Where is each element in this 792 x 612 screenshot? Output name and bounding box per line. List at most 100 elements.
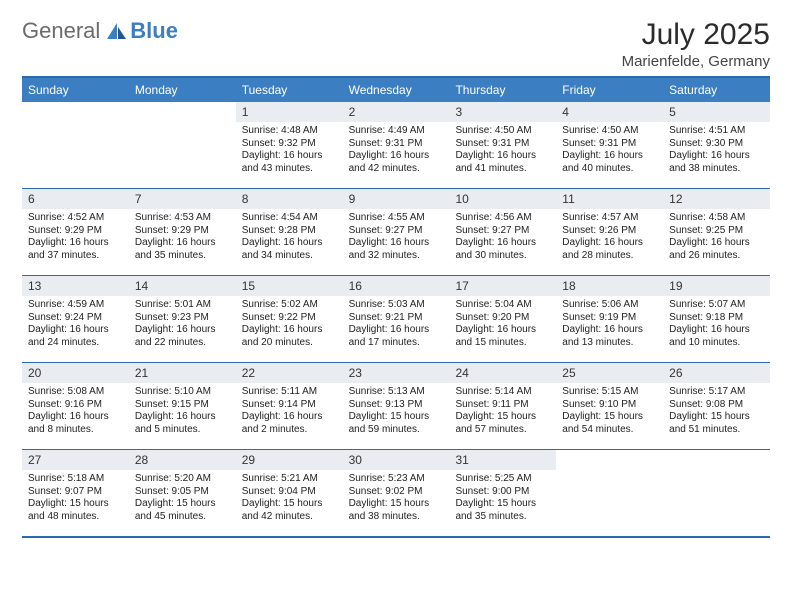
heading-block: July 2025 Marienfelde, Germany <box>622 18 770 70</box>
day-number: 27 <box>22 450 129 470</box>
calendar-cell: 4Sunrise: 4:50 AMSunset: 9:31 PMDaylight… <box>556 102 663 188</box>
day-details: Sunrise: 5:11 AMSunset: 9:14 PMDaylight:… <box>236 383 343 440</box>
weekday-header: Thursday <box>449 78 556 102</box>
day-details: Sunrise: 5:14 AMSunset: 9:11 PMDaylight:… <box>449 383 556 440</box>
day-number: 1 <box>236 102 343 122</box>
calendar-cell: 0 <box>129 102 236 188</box>
day-details <box>129 122 236 129</box>
day-number: 30 <box>343 450 450 470</box>
day-details <box>22 122 129 129</box>
day-details: Sunrise: 5:02 AMSunset: 9:22 PMDaylight:… <box>236 296 343 353</box>
day-details: Sunrise: 5:25 AMSunset: 9:00 PMDaylight:… <box>449 470 556 527</box>
calendar-cell: 25Sunrise: 5:15 AMSunset: 9:10 PMDayligh… <box>556 363 663 449</box>
calendar-cell: 16Sunrise: 5:03 AMSunset: 9:21 PMDayligh… <box>343 276 450 362</box>
day-number: 15 <box>236 276 343 296</box>
calendar-cell: 27Sunrise: 5:18 AMSunset: 9:07 PMDayligh… <box>22 450 129 536</box>
calendar-cell: 8Sunrise: 4:54 AMSunset: 9:28 PMDaylight… <box>236 189 343 275</box>
day-number: 10 <box>449 189 556 209</box>
calendar-cell: 20Sunrise: 5:08 AMSunset: 9:16 PMDayligh… <box>22 363 129 449</box>
calendar-cell: 3Sunrise: 4:50 AMSunset: 9:31 PMDaylight… <box>449 102 556 188</box>
calendar-cell: 30Sunrise: 5:23 AMSunset: 9:02 PMDayligh… <box>343 450 450 536</box>
logo-sail-icon <box>105 21 127 41</box>
weekday-header: Wednesday <box>343 78 450 102</box>
calendar-week-row: 6Sunrise: 4:52 AMSunset: 9:29 PMDaylight… <box>22 189 770 276</box>
weekday-header: Monday <box>129 78 236 102</box>
day-number: 8 <box>236 189 343 209</box>
calendar-cell: 23Sunrise: 5:13 AMSunset: 9:13 PMDayligh… <box>343 363 450 449</box>
day-details: Sunrise: 5:03 AMSunset: 9:21 PMDaylight:… <box>343 296 450 353</box>
calendar-week-row: 27Sunrise: 5:18 AMSunset: 9:07 PMDayligh… <box>22 450 770 536</box>
calendar-cell: 28Sunrise: 5:20 AMSunset: 9:05 PMDayligh… <box>129 450 236 536</box>
location: Marienfelde, Germany <box>622 53 770 70</box>
calendar-cell: 26Sunrise: 5:17 AMSunset: 9:08 PMDayligh… <box>663 363 770 449</box>
day-number: 3 <box>449 102 556 122</box>
calendar-cell: 1Sunrise: 4:48 AMSunset: 9:32 PMDaylight… <box>236 102 343 188</box>
day-details: Sunrise: 5:20 AMSunset: 9:05 PMDaylight:… <box>129 470 236 527</box>
day-number: 29 <box>236 450 343 470</box>
calendar-cell: 2Sunrise: 4:49 AMSunset: 9:31 PMDaylight… <box>343 102 450 188</box>
day-number: 18 <box>556 276 663 296</box>
day-details: Sunrise: 4:56 AMSunset: 9:27 PMDaylight:… <box>449 209 556 266</box>
day-number: 6 <box>22 189 129 209</box>
calendar-cell: 0 <box>663 450 770 536</box>
calendar-week-row: 001Sunrise: 4:48 AMSunset: 9:32 PMDaylig… <box>22 102 770 189</box>
day-number: 4 <box>556 102 663 122</box>
day-details: Sunrise: 4:50 AMSunset: 9:31 PMDaylight:… <box>556 122 663 179</box>
day-details: Sunrise: 5:07 AMSunset: 9:18 PMDaylight:… <box>663 296 770 353</box>
day-details: Sunrise: 4:59 AMSunset: 9:24 PMDaylight:… <box>22 296 129 353</box>
calendar-cell: 24Sunrise: 5:14 AMSunset: 9:11 PMDayligh… <box>449 363 556 449</box>
day-details: Sunrise: 5:13 AMSunset: 9:13 PMDaylight:… <box>343 383 450 440</box>
calendar-cell: 22Sunrise: 5:11 AMSunset: 9:14 PMDayligh… <box>236 363 343 449</box>
calendar-weeks: 001Sunrise: 4:48 AMSunset: 9:32 PMDaylig… <box>22 102 770 536</box>
day-details: Sunrise: 4:53 AMSunset: 9:29 PMDaylight:… <box>129 209 236 266</box>
day-number: 17 <box>449 276 556 296</box>
calendar-cell: 14Sunrise: 5:01 AMSunset: 9:23 PMDayligh… <box>129 276 236 362</box>
weekday-header: Sunday <box>22 78 129 102</box>
day-details: Sunrise: 5:17 AMSunset: 9:08 PMDaylight:… <box>663 383 770 440</box>
logo-text-general: General <box>22 18 100 44</box>
calendar-cell: 0 <box>556 450 663 536</box>
day-details: Sunrise: 5:04 AMSunset: 9:20 PMDaylight:… <box>449 296 556 353</box>
top-bar: General Blue July 2025 Marienfelde, Germ… <box>22 18 770 70</box>
day-number: 22 <box>236 363 343 383</box>
day-details <box>663 470 770 477</box>
day-number: 12 <box>663 189 770 209</box>
day-number: 11 <box>556 189 663 209</box>
calendar-cell: 10Sunrise: 4:56 AMSunset: 9:27 PMDayligh… <box>449 189 556 275</box>
day-number: 16 <box>343 276 450 296</box>
calendar-cell: 11Sunrise: 4:57 AMSunset: 9:26 PMDayligh… <box>556 189 663 275</box>
day-number: 24 <box>449 363 556 383</box>
day-details: Sunrise: 5:15 AMSunset: 9:10 PMDaylight:… <box>556 383 663 440</box>
day-details: Sunrise: 5:23 AMSunset: 9:02 PMDaylight:… <box>343 470 450 527</box>
day-number: 19 <box>663 276 770 296</box>
day-number: 23 <box>343 363 450 383</box>
day-details: Sunrise: 5:08 AMSunset: 9:16 PMDaylight:… <box>22 383 129 440</box>
day-number: 13 <box>22 276 129 296</box>
day-details: Sunrise: 4:49 AMSunset: 9:31 PMDaylight:… <box>343 122 450 179</box>
day-number: 14 <box>129 276 236 296</box>
day-details <box>556 470 663 477</box>
weekday-header: Tuesday <box>236 78 343 102</box>
month-title: July 2025 <box>622 18 770 51</box>
calendar-week-row: 20Sunrise: 5:08 AMSunset: 9:16 PMDayligh… <box>22 363 770 450</box>
calendar-cell: 31Sunrise: 5:25 AMSunset: 9:00 PMDayligh… <box>449 450 556 536</box>
day-details: Sunrise: 5:06 AMSunset: 9:19 PMDaylight:… <box>556 296 663 353</box>
weekday-header: Saturday <box>663 78 770 102</box>
calendar-cell: 15Sunrise: 5:02 AMSunset: 9:22 PMDayligh… <box>236 276 343 362</box>
weekday-header: Friday <box>556 78 663 102</box>
calendar-cell: 17Sunrise: 5:04 AMSunset: 9:20 PMDayligh… <box>449 276 556 362</box>
day-number: 25 <box>556 363 663 383</box>
day-details: Sunrise: 5:01 AMSunset: 9:23 PMDaylight:… <box>129 296 236 353</box>
logo-text-blue: Blue <box>130 18 178 44</box>
day-details: Sunrise: 4:57 AMSunset: 9:26 PMDaylight:… <box>556 209 663 266</box>
day-number: 2 <box>343 102 450 122</box>
calendar-cell: 19Sunrise: 5:07 AMSunset: 9:18 PMDayligh… <box>663 276 770 362</box>
day-number: 21 <box>129 363 236 383</box>
day-details: Sunrise: 4:55 AMSunset: 9:27 PMDaylight:… <box>343 209 450 266</box>
calendar-cell: 5Sunrise: 4:51 AMSunset: 9:30 PMDaylight… <box>663 102 770 188</box>
calendar-cell: 12Sunrise: 4:58 AMSunset: 9:25 PMDayligh… <box>663 189 770 275</box>
calendar-cell: 0 <box>22 102 129 188</box>
weekday-header-row: SundayMondayTuesdayWednesdayThursdayFrid… <box>22 78 770 102</box>
day-details: Sunrise: 5:18 AMSunset: 9:07 PMDaylight:… <box>22 470 129 527</box>
day-details: Sunrise: 5:10 AMSunset: 9:15 PMDaylight:… <box>129 383 236 440</box>
